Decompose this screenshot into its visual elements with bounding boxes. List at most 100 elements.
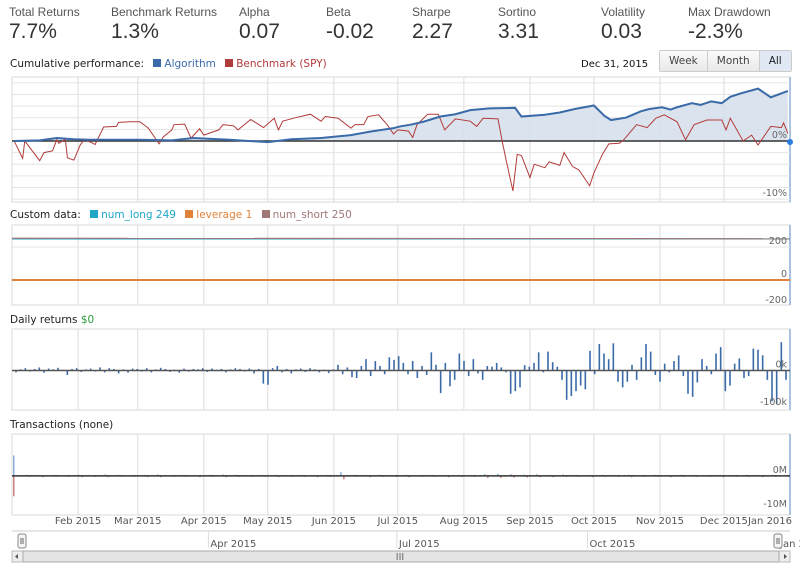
daily-return-bar — [584, 370, 587, 390]
daily-return-bar — [747, 370, 750, 377]
scrollbar-thumb[interactable] — [22, 550, 780, 563]
daily-return-bar — [38, 367, 41, 371]
daily-return-bar — [691, 370, 694, 397]
daily-return-bar — [281, 370, 283, 373]
legend-leverage[interactable]: leverage 1 — [185, 209, 252, 221]
legend-swatch-icon — [153, 59, 162, 67]
daily-return-bar — [561, 370, 563, 380]
legend-label: leverage — [196, 209, 243, 221]
daily-return-bar — [626, 370, 629, 382]
daily-return-bar — [369, 370, 372, 377]
daily-return-bar — [705, 365, 708, 371]
x-axis-label: Apr 2015 — [181, 516, 227, 527]
daily-return-bar — [785, 370, 787, 380]
daily-return-bar — [355, 370, 358, 378]
legend-benchmark[interactable]: Benchmark (SPY) — [225, 58, 327, 70]
daily-return-bar — [701, 359, 703, 371]
daily-return-bar — [612, 343, 615, 371]
daily-return-bar — [108, 368, 111, 371]
daily-return-bar — [285, 368, 288, 371]
daily-return-bar — [276, 365, 279, 371]
daily-return-bar — [351, 370, 353, 378]
stat-sharpe: Sharpe 2.27 — [412, 5, 453, 44]
legend-swatch-icon — [225, 59, 234, 67]
stat-label: Sortino — [498, 5, 537, 19]
daily-return-bar — [463, 361, 465, 371]
daily-return-bar — [649, 351, 652, 371]
sell-bar — [487, 475, 489, 478]
daily-return-bar — [145, 368, 148, 371]
stat-label: Beta — [326, 5, 351, 19]
daily-return-bar — [127, 370, 129, 373]
daily-return-bar — [537, 352, 540, 371]
daily-return-bar — [169, 370, 171, 372]
scroll-left-arrow-icon[interactable] — [15, 554, 18, 559]
navigator-label: Oct 2015 — [589, 539, 635, 550]
daily-return-bar — [425, 370, 428, 375]
daily-return-bar — [327, 370, 330, 374]
daily-return-bar — [570, 370, 573, 397]
daily-return-bar — [47, 368, 50, 371]
daily-return-bar — [57, 367, 59, 371]
y-tick-label: 0% — [772, 130, 787, 141]
daily-return-bar — [341, 370, 344, 375]
buy-bar — [340, 472, 342, 476]
stat-benchmark-returns: Benchmark Returns 1.3% — [111, 5, 217, 44]
daily-return-bar — [248, 368, 251, 371]
daily-return-bar — [458, 353, 461, 371]
stat-sortino: Sortino 3.31 — [498, 5, 539, 44]
navigator-left-handle[interactable] — [17, 533, 27, 549]
sell-bar — [500, 475, 502, 478]
stat-value: 1.3% — [111, 20, 159, 43]
legend-algorithm[interactable]: Algorithm — [153, 58, 216, 70]
daily-return-bar — [15, 370, 17, 373]
algorithm-area — [14, 88, 788, 143]
daily-return-bar — [304, 370, 307, 372]
buy-bar — [497, 473, 499, 476]
daily-return-bar — [439, 370, 442, 394]
buy-bar — [536, 474, 538, 476]
range-all-button[interactable]: All — [758, 51, 791, 71]
y-tick-label: -10M — [763, 499, 787, 510]
daily-return-bar — [738, 358, 741, 371]
y-tick-label: -100k — [760, 397, 788, 408]
stat-label: Benchmark Returns — [111, 5, 218, 19]
daily-return-bar — [668, 370, 671, 373]
daily-return-bar — [752, 348, 755, 371]
buy-bar — [13, 455, 15, 476]
scroll-right-arrow-icon[interactable] — [784, 554, 787, 559]
daily-return-bar — [309, 368, 311, 371]
legend-num-short[interactable]: num_short 250 — [261, 209, 352, 221]
daily-return-bar — [337, 364, 339, 371]
daily-return-bar — [89, 368, 92, 371]
x-axis-label: Mar 2015 — [114, 516, 162, 527]
daily-return-bar — [24, 368, 27, 371]
daily-return-bar — [75, 368, 78, 371]
daily-return-bar — [481, 370, 484, 380]
stat-value: 2.27 — [412, 20, 453, 43]
range-month-button[interactable]: Month — [706, 51, 759, 71]
y-tick-label: 0M — [773, 465, 787, 476]
daily-return-bar — [589, 350, 591, 371]
transactions-chart: 0M -10M — [11, 433, 791, 516]
daily-return-bar — [113, 368, 115, 371]
cumulative-performance-chart: 0% -10% — [11, 76, 793, 203]
stat-alpha: Alpha 0.07 — [239, 5, 280, 44]
daily-return-bar — [733, 363, 736, 371]
legend-num-long[interactable]: num_long 249 — [90, 209, 176, 221]
daily-return-bar — [472, 359, 475, 371]
daily-returns-value: $0 — [80, 314, 95, 326]
daily-return-bar — [435, 364, 437, 371]
daily-return-bar — [635, 370, 638, 380]
daily-return-bar — [192, 368, 195, 371]
daily-return-bar — [253, 370, 255, 374]
algorithm-line — [14, 87, 789, 144]
range-week-button[interactable]: Week — [660, 51, 707, 71]
transactions-title: Transactions (none) — [10, 419, 114, 431]
range-selector: Week Month All — [659, 50, 792, 72]
daily-return-bar — [225, 370, 227, 373]
daily-return-bar — [757, 349, 759, 371]
navigator-right-handle[interactable] — [773, 533, 783, 549]
daily-return-bar — [603, 353, 605, 371]
daily-return-bar — [290, 370, 293, 374]
